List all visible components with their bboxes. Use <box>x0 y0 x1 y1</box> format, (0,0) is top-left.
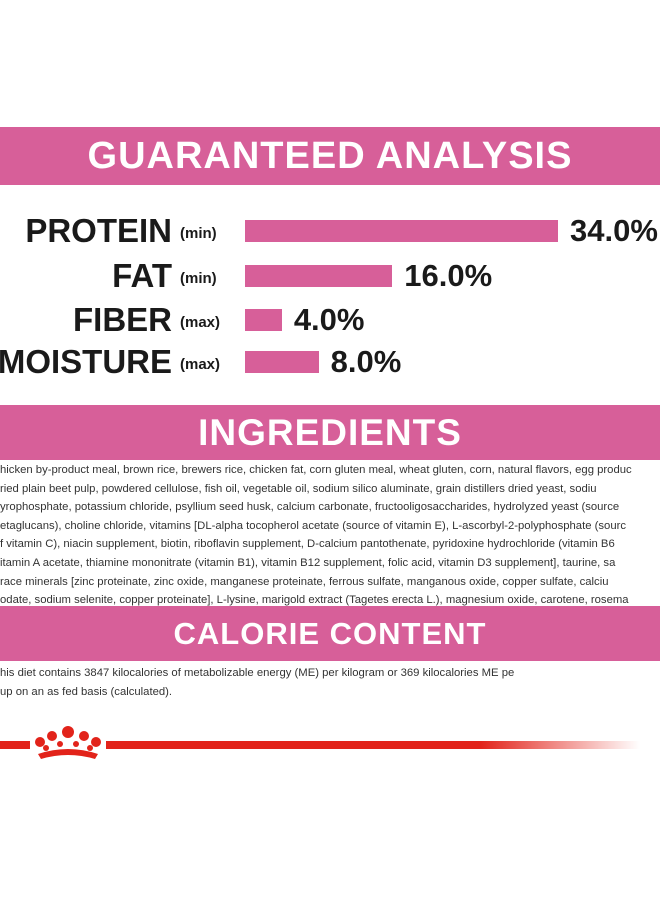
text-line: up on an as fed basis (calculated). <box>0 687 173 698</box>
bar <box>245 351 319 373</box>
category-label: PROTEIN <box>25 212 172 249</box>
text-line: itamin A acetate, thiamine mononitrate (… <box>0 558 616 569</box>
text-line: odate, sodium selenite, copper proteinat… <box>0 595 629 607</box>
text-line: ried plain beet pulp, powdered cellulose… <box>0 483 597 495</box>
section-title: INGREDIENTS <box>0 405 660 460</box>
qualifier: (max) <box>180 356 221 373</box>
value-label: 16.0% <box>404 258 493 293</box>
qualifier: (max) <box>180 314 221 331</box>
value-label: 8.0% <box>330 344 402 379</box>
crown-logo <box>35 726 101 759</box>
section-title: GUARANTEED ANALYSIS <box>0 127 660 185</box>
text-line: yrophosphate, potassium chloride, psylli… <box>0 502 620 514</box>
brand-line <box>0 741 30 749</box>
bar <box>245 265 393 287</box>
bar <box>245 220 558 242</box>
value-label: 4.0% <box>293 302 365 337</box>
category-label: FIBER <box>73 301 172 338</box>
text-line: his diet contains 3847 kilocalories of m… <box>0 668 515 679</box>
category-label: MOISTURE <box>0 343 172 380</box>
bar <box>245 309 282 331</box>
qualifier: (min) <box>180 270 217 287</box>
text-line: f vitamin C), niacin supplement, biotin,… <box>0 539 615 551</box>
brand-line <box>106 741 640 749</box>
brand-strip <box>0 726 640 759</box>
text-line: race minerals [zinc proteinate, zinc oxi… <box>0 576 609 588</box>
text-line: hicken by-product meal, brown rice, brew… <box>0 465 632 476</box>
value-label: 34.0% <box>570 213 658 248</box>
qualifier: (min) <box>180 225 217 242</box>
section-title: CALORIE CONTENT <box>0 606 660 661</box>
text-line: etaglucans), choline chloride, vitamins … <box>0 520 627 532</box>
category-label: FAT <box>112 257 172 294</box>
